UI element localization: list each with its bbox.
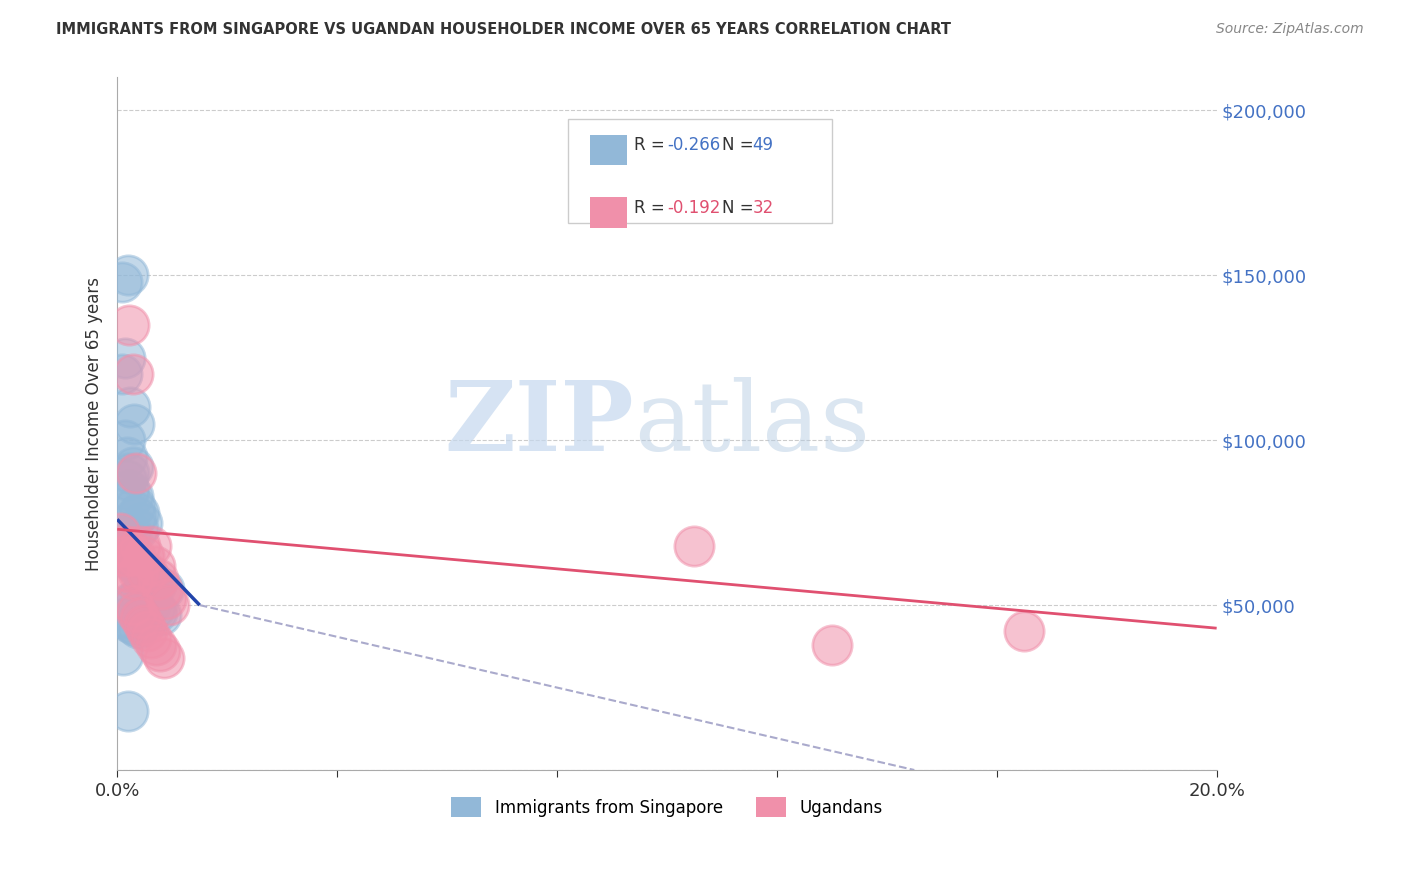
Point	[124, 499, 146, 513]
Text: IMMIGRANTS FROM SINGAPORE VS UGANDAN HOUSEHOLDER INCOME OVER 65 YEARS CORRELATIO: IMMIGRANTS FROM SINGAPORE VS UGANDAN HOU…	[56, 22, 952, 37]
Point	[118, 615, 141, 629]
Text: ZIP: ZIP	[444, 376, 634, 471]
Text: Source: ZipAtlas.com: Source: ZipAtlas.com	[1216, 22, 1364, 37]
Point	[122, 618, 145, 632]
Point	[134, 565, 156, 579]
Point	[125, 558, 148, 573]
Point	[114, 549, 136, 563]
Point	[108, 525, 131, 540]
Point	[149, 644, 172, 658]
Text: N =: N =	[721, 136, 759, 154]
Point	[121, 572, 143, 586]
Point	[114, 351, 136, 365]
Point	[121, 555, 143, 569]
Point	[155, 591, 177, 606]
Point	[142, 574, 165, 589]
Point	[115, 450, 138, 464]
Point	[131, 516, 153, 530]
Point	[118, 466, 141, 480]
Text: atlas: atlas	[634, 376, 870, 471]
Point	[157, 598, 180, 612]
Point	[145, 578, 167, 592]
Point	[128, 506, 150, 520]
Text: 32: 32	[752, 199, 773, 217]
Text: R =: R =	[634, 136, 669, 154]
Point	[136, 568, 159, 582]
Point	[127, 621, 149, 635]
Point	[129, 588, 152, 602]
Point	[143, 558, 166, 573]
Point	[125, 466, 148, 480]
Point	[132, 549, 155, 563]
Point	[118, 483, 141, 497]
Point	[821, 638, 844, 652]
Point	[117, 539, 139, 553]
Point	[124, 549, 146, 563]
Point	[129, 562, 152, 576]
Point	[146, 605, 169, 619]
Text: N =: N =	[721, 199, 759, 217]
Point	[683, 539, 706, 553]
Point	[150, 582, 173, 596]
Point	[118, 552, 141, 566]
Legend: Immigrants from Singapore, Ugandans: Immigrants from Singapore, Ugandans	[444, 790, 889, 824]
Point	[111, 542, 134, 557]
Y-axis label: Householder Income Over 65 years: Householder Income Over 65 years	[86, 277, 103, 571]
Point	[132, 585, 155, 599]
Point	[110, 275, 132, 289]
Point	[141, 539, 163, 553]
Point	[121, 489, 143, 503]
Point	[114, 611, 136, 625]
Point	[125, 605, 148, 619]
Point	[110, 368, 132, 382]
Point	[118, 318, 141, 332]
Text: -0.266: -0.266	[666, 136, 720, 154]
Point	[139, 598, 162, 612]
Point	[111, 539, 134, 553]
Point	[115, 473, 138, 487]
Point	[132, 618, 155, 632]
Point	[115, 549, 138, 563]
Text: 49: 49	[752, 136, 773, 154]
Text: -0.192: -0.192	[666, 199, 720, 217]
Point	[121, 368, 143, 382]
Point	[143, 601, 166, 615]
FancyBboxPatch shape	[568, 119, 832, 223]
Point	[121, 598, 143, 612]
Point	[153, 651, 176, 665]
FancyBboxPatch shape	[591, 197, 627, 227]
Point	[120, 525, 142, 540]
Point	[153, 582, 176, 596]
Point	[117, 268, 139, 283]
Point	[136, 624, 159, 639]
Point	[127, 565, 149, 579]
Point	[129, 539, 152, 553]
Point	[117, 704, 139, 718]
Point	[136, 582, 159, 596]
Point	[125, 591, 148, 606]
Point	[110, 545, 132, 559]
Point	[118, 565, 141, 579]
Point	[115, 539, 138, 553]
Point	[121, 459, 143, 474]
Point	[122, 417, 145, 431]
Point	[145, 638, 167, 652]
Point	[1012, 624, 1035, 639]
Point	[148, 572, 170, 586]
Point	[141, 631, 163, 645]
Point	[139, 572, 162, 586]
FancyBboxPatch shape	[591, 135, 627, 165]
Point	[114, 434, 136, 448]
Point	[112, 532, 135, 546]
Point	[150, 607, 173, 622]
Point	[120, 595, 142, 609]
Point	[127, 522, 149, 536]
Point	[136, 565, 159, 579]
Point	[129, 611, 152, 625]
Point	[120, 401, 142, 415]
Point	[125, 509, 148, 524]
Point	[111, 648, 134, 662]
Text: R =: R =	[634, 199, 669, 217]
